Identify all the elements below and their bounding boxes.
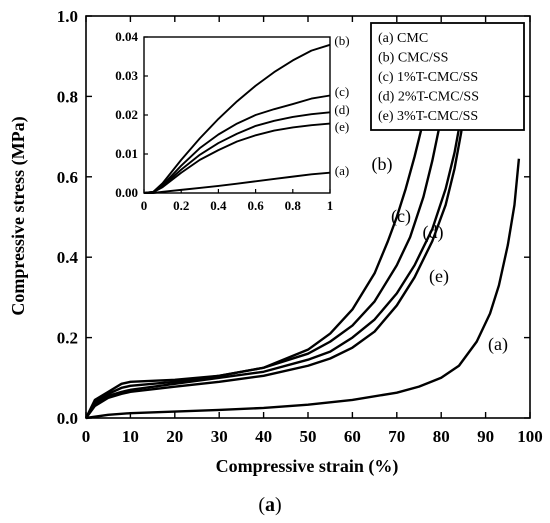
inset-curve-label-b: (b) xyxy=(334,33,349,48)
x-tick-label: 50 xyxy=(300,427,317,446)
inset-series-line-b xyxy=(143,43,331,194)
inset-y-tick-label: 0.00 xyxy=(115,185,138,200)
inset-x-tick-label: 0.6 xyxy=(247,198,264,213)
inset-curve-label-a: (a) xyxy=(335,163,349,178)
y-axis-title: Compressive stress (MPa) xyxy=(8,116,29,315)
x-tick-label: 70 xyxy=(388,427,405,446)
main-plot: 0 10 20 30 40 50 60 70 80 90 1000.00.20.40.60.81.0… xyxy=(57,7,543,446)
series-line-a xyxy=(85,158,521,420)
x-tick-label: 80 xyxy=(433,427,450,446)
inset-x-tick-label: 1 xyxy=(327,198,334,213)
y-tick-label: 0.0 xyxy=(57,409,78,428)
series-line-d xyxy=(84,84,467,419)
inset-y-tick-label: 0.03 xyxy=(115,68,138,83)
x-tick-label: 10 xyxy=(122,427,139,446)
y-tick-label: 0.4 xyxy=(57,248,79,267)
inset-y-tick-label: 0.04 xyxy=(115,29,138,44)
legend-box xyxy=(370,22,525,131)
inset-series-line-a xyxy=(144,171,331,194)
legend-entry: (b) CMC/SS xyxy=(378,51,448,66)
y-tick-label: 1.0 xyxy=(57,7,78,26)
x-tick-label: 40 xyxy=(255,427,272,446)
curve-label-c: (c) xyxy=(391,206,411,227)
inset-curve-label-c: (c) xyxy=(335,84,349,99)
legend-entry: (e) 3%T-CMC/SS xyxy=(378,109,478,124)
x-tick-label: 0 xyxy=(82,427,91,446)
legend-entry: (d) 2%T-CMC/SS xyxy=(378,90,479,105)
inset-y-tick-label: 0.01 xyxy=(115,146,138,161)
legend-entry: (a) CMC xyxy=(378,31,428,46)
series-line-c xyxy=(84,100,445,419)
figure-caption: (a) xyxy=(258,494,281,516)
x-tick-label: 100 xyxy=(517,427,543,446)
inset-x-tick-label: 0.2 xyxy=(173,198,189,213)
legend-entry: (c) 1%T-CMC/SS xyxy=(378,70,478,85)
inset-x-tick-label: 0 xyxy=(141,198,148,213)
caption-letter: a xyxy=(265,494,275,516)
x-tick-label: 20 xyxy=(166,427,183,446)
caption-open-paren: ( xyxy=(258,494,265,516)
inset-plot: 0 0.2 0.4 0.6 0.8 1 0.00 0.01 0.02 0.03 0.04 (a) (b)… xyxy=(115,29,349,213)
x-tick-label: 30 xyxy=(211,427,228,446)
y-tick-label: 0.8 xyxy=(57,87,78,106)
curve-label-b: (b) xyxy=(372,154,393,175)
curve-label-d: (d) xyxy=(423,222,444,243)
series-line-e xyxy=(85,96,467,419)
inset-curve-label-e: (e) xyxy=(335,119,349,134)
inset-curve-label-d: (d) xyxy=(334,102,349,117)
inset-x-tick-label: 0.8 xyxy=(285,198,302,213)
series-line-b xyxy=(84,72,436,419)
y-tick-label: 0.6 xyxy=(57,168,78,187)
curve-label-a: (a) xyxy=(488,334,508,355)
curve-label-e: (e) xyxy=(429,266,449,287)
inset-y-tick-label: 0.02 xyxy=(115,107,138,122)
inset-series-line-e xyxy=(143,122,331,194)
caption-close-paren: ) xyxy=(275,494,282,516)
x-tick-label: 60 xyxy=(344,427,361,446)
x-tick-label: 90 xyxy=(477,427,494,446)
inset-x-tick-label: 0.4 xyxy=(210,198,227,213)
x-axis-title: Compressive strain (%) xyxy=(216,456,399,477)
y-tick-label: 0.2 xyxy=(57,329,78,348)
legend: (a) CMC (b) CMC/SS (c) 1%T-CMC/SS (d) 2%T-C… xyxy=(370,22,525,131)
